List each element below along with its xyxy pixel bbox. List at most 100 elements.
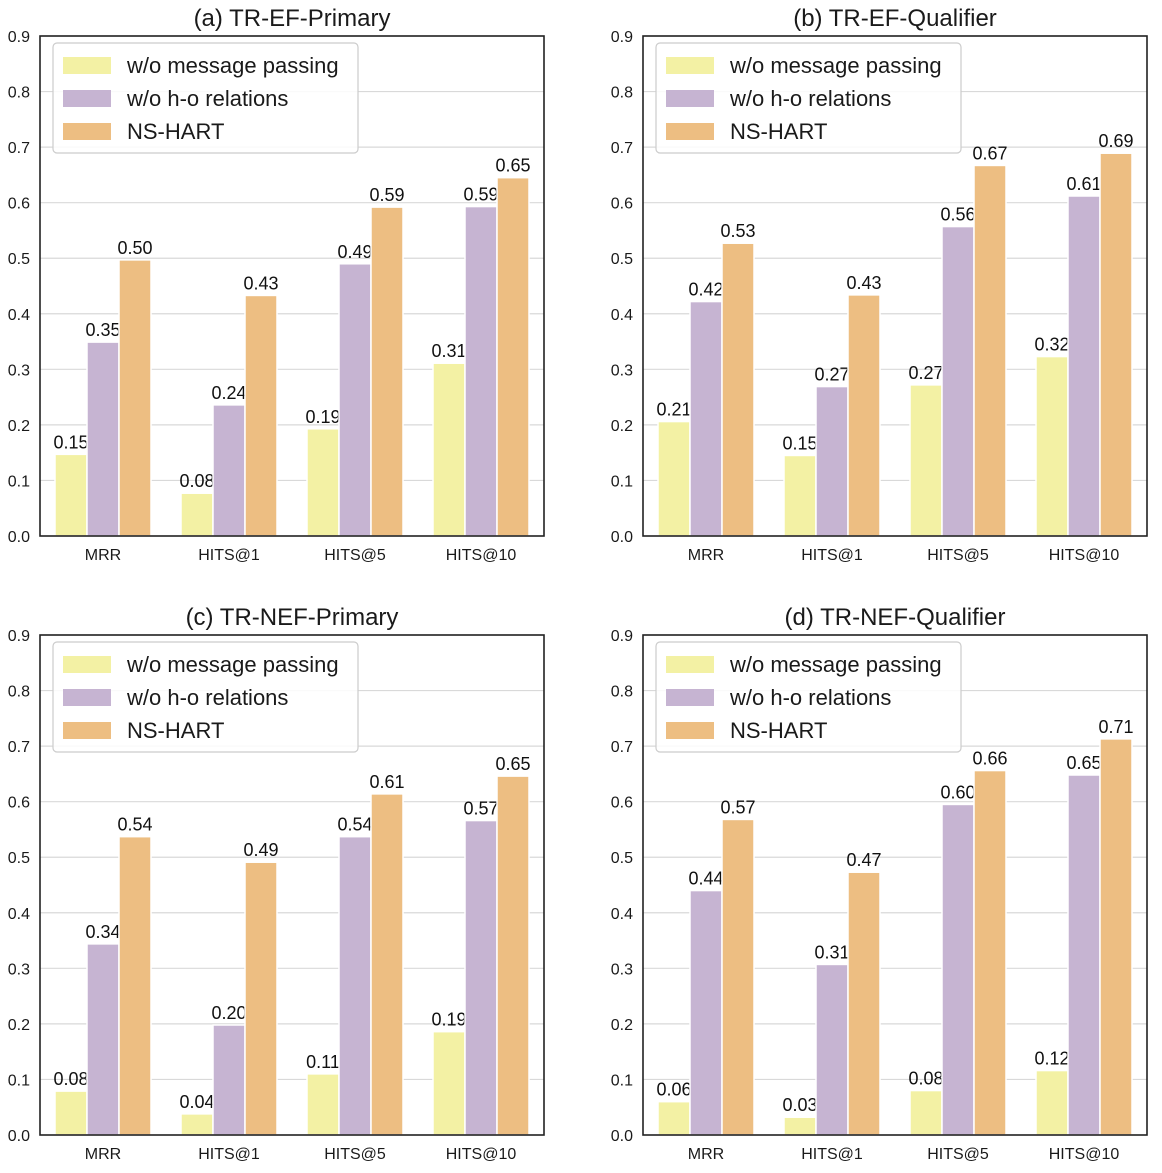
panel-c-bar <box>212 1024 246 1136</box>
panel-a-xtick-label: MRR <box>85 547 121 564</box>
panel-c-ytick-label: 0.8 <box>8 684 30 701</box>
panel-c-ytick-label: 0.2 <box>8 1017 30 1034</box>
panel-a-bar <box>370 206 404 537</box>
panel-c-bar-value-label: 0.54 <box>337 815 372 835</box>
panel-b-bar-value-label: 0.67 <box>972 143 1007 163</box>
panel-a-legend-box <box>52 42 359 154</box>
panel-d-bar-value-label: 0.60 <box>940 782 975 802</box>
panel-b-bar-value-label: 0.61 <box>1066 174 1101 194</box>
panel-b-bar <box>721 242 755 537</box>
panel-b-bar <box>815 385 849 537</box>
panel-a-ytick-label: 0.2 <box>8 418 30 435</box>
panel-d-bar <box>721 818 755 1136</box>
panel-d-ytick-label: 0.8 <box>611 684 633 701</box>
panel-b-bar-value-label: 0.27 <box>814 365 849 385</box>
panel-b-ytick-label: 0.5 <box>611 251 633 268</box>
panel-b-xtick-label: HITS@10 <box>1049 547 1120 564</box>
panel-c-legend-box <box>52 641 359 753</box>
panel-b-legend-swatch <box>666 123 714 140</box>
panel-d-xtick-label: HITS@10 <box>1049 1146 1120 1163</box>
panel-a-ytick-label: 0.0 <box>8 529 30 546</box>
panel-c-axes-frame <box>39 634 545 1136</box>
panel-a-bar <box>496 176 530 537</box>
panel-b-bar <box>1035 355 1069 537</box>
panel-d-bar-value-label: 0.57 <box>720 797 755 817</box>
panel-c-xtick-label: HITS@1 <box>198 1146 260 1163</box>
panel-d: 0.0 0.1 0.2 0.3 0.4 0.5 0.6 0.7 0.8 0.9 0.06 0.44 0.… <box>611 604 1148 1163</box>
panel-b-xtick-label: HITS@1 <box>801 547 863 564</box>
panel-a-legend-label: w/o message passing <box>126 53 339 78</box>
panel-c-legend-label: w/o h-o relations <box>126 685 288 710</box>
panel-d-bar <box>909 1089 943 1136</box>
panel-b-bar <box>783 454 817 537</box>
panel-c-bar <box>338 835 372 1136</box>
panel-c-bar-value-label: 0.57 <box>463 799 498 819</box>
panel-a-ytick-label: 0.9 <box>8 29 30 46</box>
panel-c-bar-value-label: 0.49 <box>243 840 278 860</box>
panel-b-ytick-label: 0.4 <box>611 307 633 324</box>
panel-d-legend-label: w/o message passing <box>729 652 942 677</box>
panel-d-bar <box>847 871 881 1136</box>
panel-d-ytick-label: 0.9 <box>611 628 633 645</box>
panel-a-ytick-label: 0.8 <box>8 85 30 102</box>
panel-b-bar <box>1099 152 1133 537</box>
panel-c-bar-value-label: 0.20 <box>211 1003 246 1023</box>
panel-c-bar-value-label: 0.54 <box>117 815 152 835</box>
panel-b-bar-value-label: 0.42 <box>688 280 723 300</box>
panel-b-legend-label: w/o h-o relations <box>729 86 891 111</box>
panel-a-bar-value-label: 0.19 <box>305 407 340 427</box>
panel-d-legend-swatch <box>666 656 714 673</box>
panel-b-bar <box>689 300 723 537</box>
panel-d-legend-box <box>655 641 962 753</box>
panel-d-bar-value-label: 0.06 <box>656 1080 691 1100</box>
panel-b-ytick-label: 0.3 <box>611 362 633 379</box>
panel-d-ytick-label: 0.2 <box>611 1017 633 1034</box>
panel-b-bar-value-label: 0.53 <box>720 221 755 241</box>
panel-b: 0.0 0.1 0.2 0.3 0.4 0.5 0.6 0.7 0.8 0.9 0.21 0.42 0.… <box>611 5 1148 564</box>
panel-b-bar-value-label: 0.56 <box>940 205 975 225</box>
panel-b-bar <box>1067 195 1101 537</box>
panel-b-bar <box>909 384 943 537</box>
panel-c-xtick-label: HITS@5 <box>324 1146 386 1163</box>
panel-a-legend-swatch <box>63 57 111 74</box>
panel-b-xtick-label: MRR <box>688 547 724 564</box>
panel-c-bar <box>180 1113 214 1136</box>
panel-a-bar-value-label: 0.59 <box>463 185 498 205</box>
panel-a-legend-swatch <box>63 90 111 107</box>
panel-b-bar-value-label: 0.21 <box>656 400 691 420</box>
panel-c-title: (c) TR-NEF-Primary <box>186 604 399 631</box>
panel-d-legend-label: NS-HART <box>730 718 827 743</box>
panel-c-bar <box>244 861 278 1136</box>
panel-d-bar-value-label: 0.08 <box>908 1069 943 1089</box>
panel-d-ytick-label: 0.5 <box>611 850 633 867</box>
panel-d-bar <box>1067 774 1101 1136</box>
panel-d-bar <box>1099 738 1133 1136</box>
panel-b-bar-value-label: 0.43 <box>846 273 881 293</box>
panel-b-ytick-label: 0.1 <box>611 473 633 490</box>
panel-d-ytick-label: 0.7 <box>611 739 633 756</box>
panel-a-bar-value-label: 0.49 <box>337 242 372 262</box>
panel-b-legend-swatch <box>666 90 714 107</box>
panel-a: 0.0 0.1 0.2 0.3 0.4 0.5 0.6 0.7 0.8 0.9 0.15 0.35 0.… <box>8 5 545 564</box>
panel-c-xtick-label: MRR <box>85 1146 121 1163</box>
panel-b-bar-value-label: 0.32 <box>1034 335 1069 355</box>
panel-b-axes-frame <box>642 35 1148 537</box>
panel-b-bar <box>657 420 691 537</box>
panel-a-ytick-label: 0.7 <box>8 140 30 157</box>
panel-b-bar-value-label: 0.69 <box>1098 131 1133 151</box>
panel-c-bar <box>54 1090 88 1136</box>
panel-b-ytick-label: 0.6 <box>611 196 633 213</box>
panel-a-bar-value-label: 0.24 <box>211 383 246 403</box>
panel-a-xtick-label: HITS@1 <box>198 547 260 564</box>
panel-c-bar-value-label: 0.34 <box>85 922 120 942</box>
panel-d-bar-value-label: 0.03 <box>782 1095 817 1115</box>
panel-b-legend-label: NS-HART <box>730 119 827 144</box>
panel-c-bar-value-label: 0.61 <box>369 772 404 792</box>
panel-d-bar-value-label: 0.65 <box>1066 753 1101 773</box>
panel-d-legend-swatch <box>666 689 714 706</box>
panel-a-bar <box>338 263 372 537</box>
panel-c-bar <box>464 819 498 1136</box>
panel-d-ytick-label: 0.4 <box>611 906 633 923</box>
panel-b-ytick-label: 0.0 <box>611 529 633 546</box>
